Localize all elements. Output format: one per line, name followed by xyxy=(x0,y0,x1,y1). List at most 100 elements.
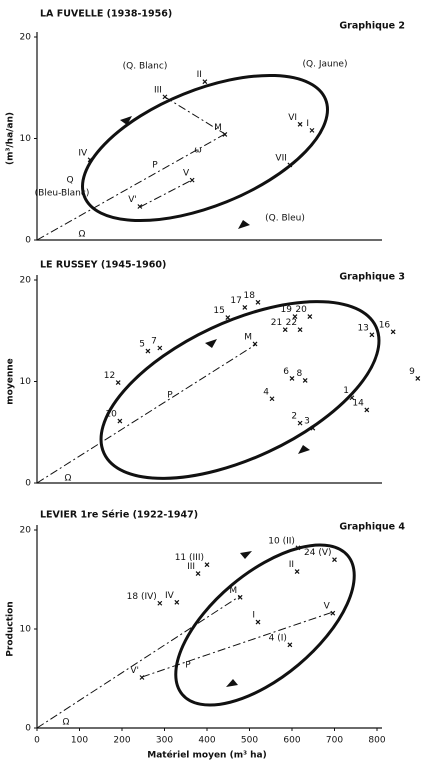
point xyxy=(189,177,195,183)
point-label: 24 (V) xyxy=(304,548,332,558)
x-tick-label: 700 xyxy=(326,736,343,746)
point-label: 8 xyxy=(296,369,302,379)
annotation: (Q. Blanc) xyxy=(123,62,168,72)
point-label: M xyxy=(244,332,252,342)
panel-subtitle: Graphique 3 xyxy=(339,272,405,283)
point-label: 3 xyxy=(304,417,310,427)
y-tick-label: 0 xyxy=(25,236,31,246)
point xyxy=(225,315,231,320)
point xyxy=(297,327,303,333)
point-label: 11 (III) xyxy=(175,553,204,563)
panel-subtitle: Graphique 4 xyxy=(339,522,405,533)
point xyxy=(204,562,210,568)
point xyxy=(390,329,396,335)
y-tick-label: 20 xyxy=(20,33,32,43)
x-axis-label: Matériel moyen (m³ ha) xyxy=(147,750,267,761)
point xyxy=(307,314,313,319)
point xyxy=(364,407,370,413)
point-label: 16 xyxy=(379,320,391,330)
point xyxy=(415,376,421,381)
x-tick-label: 500 xyxy=(241,736,258,746)
point xyxy=(237,594,243,600)
annotation: Ω xyxy=(63,718,70,728)
point xyxy=(255,619,261,625)
annotation: P xyxy=(185,661,191,671)
point xyxy=(202,79,208,85)
point-label: V' xyxy=(130,666,139,676)
point-label: 1 xyxy=(343,386,349,396)
point-label: 22 xyxy=(286,318,297,328)
point xyxy=(269,396,275,402)
annotation: Ω xyxy=(65,474,72,484)
point xyxy=(369,332,375,338)
x-tick-label: 0 xyxy=(34,736,40,746)
point xyxy=(295,545,301,551)
point-label: 18 (IV) xyxy=(127,592,157,602)
annotation: (Bleu-Blanc) xyxy=(35,189,90,199)
point-label: VI xyxy=(288,113,297,123)
annotation: P xyxy=(152,161,158,171)
point xyxy=(195,571,201,576)
y-tick-label: 0 xyxy=(25,724,31,734)
point xyxy=(115,380,121,385)
y-tick-label: 10 xyxy=(20,377,32,387)
point-label: 5 xyxy=(139,340,145,350)
point-label: 15 xyxy=(213,306,224,316)
point xyxy=(282,327,288,333)
point-label: III xyxy=(154,85,162,95)
point-label: M xyxy=(214,123,222,133)
panel-title: LEVIER 1re Série (1922-1947) xyxy=(40,510,198,521)
point-label: II xyxy=(289,560,294,570)
point xyxy=(297,121,303,127)
annotation: (Q. Jaune) xyxy=(303,60,348,70)
point-label: V' xyxy=(128,195,137,205)
point xyxy=(222,132,228,137)
loop xyxy=(81,73,329,223)
annotation: ω xyxy=(194,146,202,156)
y-axis-label: moyenne xyxy=(6,358,16,404)
point xyxy=(332,557,337,563)
point-label: 4 xyxy=(263,387,269,397)
guide-line xyxy=(141,611,334,678)
point xyxy=(292,314,298,319)
x-tick-label: 200 xyxy=(113,736,130,746)
annotation: Q xyxy=(66,176,73,186)
x-tick-label: 400 xyxy=(198,736,215,746)
x-tick-label: 800 xyxy=(368,736,385,746)
point-label: I xyxy=(252,611,255,621)
panel-title: LE RUSSEY (1945-1960) xyxy=(40,260,166,271)
point-label: 14 xyxy=(352,398,364,408)
point-label: 7 xyxy=(151,337,157,347)
point-label: IV xyxy=(165,591,175,601)
point xyxy=(139,675,145,680)
point xyxy=(174,599,180,605)
point xyxy=(309,127,315,133)
point-label: 21 xyxy=(271,318,282,328)
point-label: 18 xyxy=(244,291,256,301)
x-tick-label: 600 xyxy=(283,736,300,746)
point-label: M xyxy=(229,586,237,596)
y-tick-label: 10 xyxy=(20,625,32,635)
point-label: 13 xyxy=(357,323,368,333)
annotation: Ω xyxy=(79,230,86,240)
point-label: 4 (I) xyxy=(269,633,287,643)
point xyxy=(289,376,295,381)
point-label: II xyxy=(197,70,202,80)
point-label: 20 xyxy=(295,305,307,315)
point-label: I xyxy=(306,119,309,129)
guide-line xyxy=(36,595,241,729)
point xyxy=(242,304,248,310)
point xyxy=(145,348,151,354)
y-tick-label: 20 xyxy=(20,526,32,536)
point xyxy=(162,94,168,100)
point-label: V xyxy=(324,602,331,612)
point xyxy=(157,600,163,606)
panel-subtitle: Graphique 2 xyxy=(339,21,405,32)
point-label: 19 xyxy=(281,305,293,315)
axes xyxy=(36,275,382,484)
y-axis-label: (m³/ha/an) xyxy=(6,112,16,165)
point xyxy=(117,418,123,424)
point-label: 6 xyxy=(283,367,289,377)
x-tick-label: 100 xyxy=(71,736,88,746)
y-axis-label: Production xyxy=(6,601,16,656)
